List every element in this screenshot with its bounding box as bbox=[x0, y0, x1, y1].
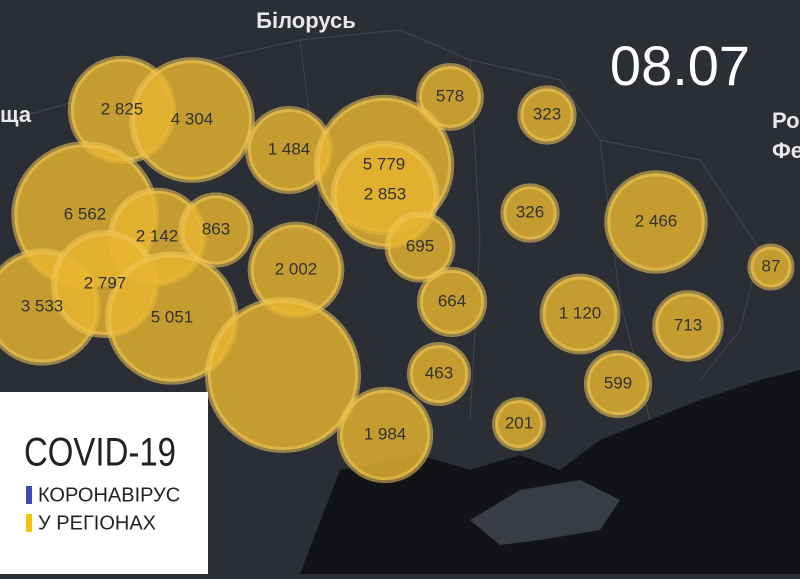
bubble-label: 4 304 bbox=[171, 109, 214, 128]
bubble-label: 87 bbox=[762, 256, 781, 275]
bubble-label: 599 bbox=[604, 373, 632, 392]
bubble bbox=[604, 170, 708, 274]
bubble-label: 713 bbox=[674, 315, 702, 334]
bubble-label: 326 bbox=[516, 202, 544, 221]
bubble bbox=[652, 290, 724, 362]
bubble bbox=[406, 341, 472, 407]
bubble-label: 695 bbox=[406, 236, 434, 255]
bubble bbox=[336, 386, 434, 484]
bubble-label: 2 466 bbox=[635, 211, 678, 230]
bubble bbox=[492, 397, 546, 451]
flag-blue bbox=[26, 486, 32, 504]
legend-title: COVID-19 bbox=[24, 431, 176, 475]
bubble-label: 2 142 bbox=[136, 226, 179, 245]
date: 08.07 bbox=[610, 34, 750, 97]
bubble bbox=[416, 266, 488, 338]
bubble bbox=[204, 296, 362, 454]
country-label: Фе bbox=[772, 138, 800, 163]
bubble-label: 201 bbox=[505, 413, 533, 432]
legend-line: КОРОНАВІРУС bbox=[38, 484, 180, 506]
bubble-label: 578 bbox=[436, 86, 464, 105]
country-label: Ро bbox=[772, 108, 800, 133]
bubble-label: 1 120 bbox=[559, 303, 602, 322]
bubble bbox=[384, 211, 456, 283]
bubble-label: 3 533 bbox=[21, 296, 64, 315]
bubble bbox=[416, 63, 484, 131]
bubble-label: 664 bbox=[438, 291, 466, 310]
legend-box bbox=[0, 392, 208, 574]
bubble-label: 1 484 bbox=[268, 139, 311, 158]
bubble bbox=[500, 183, 560, 243]
bubble-label: 6 562 bbox=[64, 204, 107, 223]
bubble-label: 5 051 bbox=[151, 307, 194, 326]
crimea bbox=[470, 480, 620, 545]
sea bbox=[300, 370, 800, 574]
bubble bbox=[583, 349, 653, 419]
bubbles: 2 825 4 304 1 484 578 323 5 779 2 853 6 562 2 14… bbox=[0, 55, 795, 484]
bubble-label: 2 002 bbox=[275, 259, 318, 278]
bubble-label: 1 984 bbox=[364, 424, 407, 443]
bubble-label: 2 797 bbox=[84, 273, 127, 292]
bubble-label: 323 bbox=[533, 104, 561, 123]
bubble-label: 2 853 bbox=[364, 184, 407, 203]
country-label: Білорусь bbox=[256, 8, 356, 33]
country-label: ща bbox=[0, 102, 32, 127]
bubble-label: 463 bbox=[425, 363, 453, 382]
bubble bbox=[129, 57, 255, 183]
bubble bbox=[178, 192, 254, 268]
bubble-label: 5 779 bbox=[363, 154, 406, 173]
bubble bbox=[517, 85, 577, 145]
legend-line: У РЕГІОНАХ bbox=[38, 512, 156, 534]
bubble-label: 863 bbox=[202, 219, 230, 238]
bubble bbox=[747, 243, 795, 291]
bubble bbox=[539, 273, 621, 355]
bubble-label: 2 825 bbox=[101, 99, 144, 118]
flag-yellow bbox=[26, 514, 32, 532]
